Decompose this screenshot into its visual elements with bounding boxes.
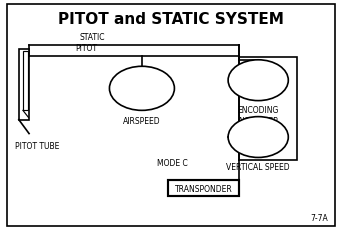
Text: MODE C: MODE C bbox=[157, 158, 188, 167]
Text: VERTICAL SPEED: VERTICAL SPEED bbox=[226, 162, 290, 171]
Bar bbox=[19, 50, 29, 120]
Text: 7-7A: 7-7A bbox=[311, 213, 328, 222]
Bar bbox=[168, 180, 239, 196]
Text: PITOT: PITOT bbox=[75, 44, 97, 53]
Bar bbox=[239, 58, 297, 160]
Circle shape bbox=[228, 117, 288, 158]
Text: AIRSPEED: AIRSPEED bbox=[123, 117, 161, 126]
Circle shape bbox=[228, 61, 288, 101]
Text: ENCODING
ALTIMETER: ENCODING ALTIMETER bbox=[237, 106, 279, 126]
Text: STATIC: STATIC bbox=[80, 33, 105, 42]
Circle shape bbox=[109, 67, 174, 111]
Text: TRANSPONDER: TRANSPONDER bbox=[175, 184, 232, 193]
Text: PITOT TUBE: PITOT TUBE bbox=[15, 141, 60, 150]
Text: PITOT and STATIC SYSTEM: PITOT and STATIC SYSTEM bbox=[58, 12, 284, 27]
Bar bbox=[23, 52, 28, 111]
